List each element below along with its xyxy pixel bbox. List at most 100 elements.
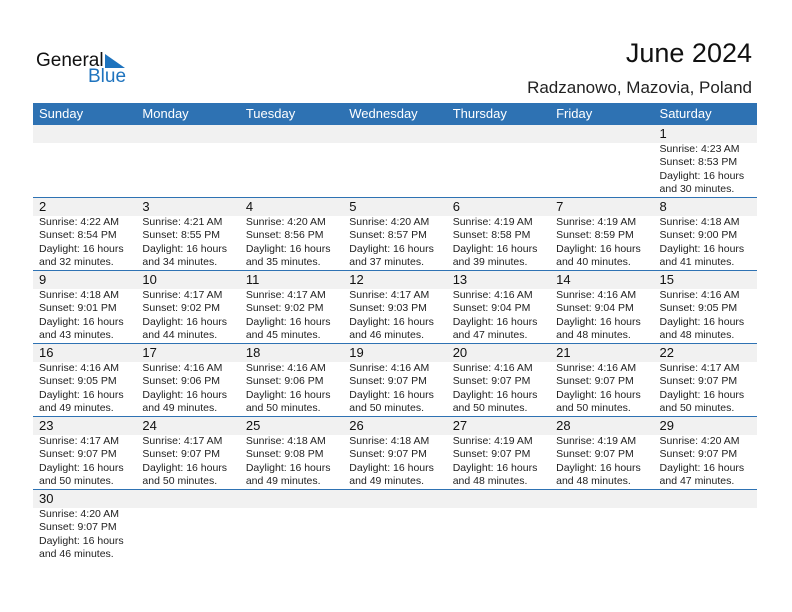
daylight: Daylight: 16 hours bbox=[452, 315, 538, 328]
day-cell: 13 Sunrise: 4:16 AM Sunset: 9:04 PM Dayl… bbox=[447, 271, 550, 343]
daylight: Daylight: 16 hours bbox=[349, 388, 434, 401]
day-number: 2 bbox=[39, 199, 47, 214]
sunset: Sunset: 9:07 PM bbox=[349, 375, 427, 388]
day-cell: 18 Sunrise: 4:16 AM Sunset: 9:06 PM Dayl… bbox=[240, 344, 343, 416]
daylight: Daylight: 16 hours bbox=[556, 388, 641, 401]
day-number: 4 bbox=[245, 199, 254, 214]
day-number: 13 bbox=[452, 272, 468, 287]
sunrise: Sunrise: 4:16 AM bbox=[39, 362, 119, 374]
daylight: Daylight: 16 hours bbox=[556, 461, 641, 474]
sunset: Sunset: 9:08 PM bbox=[245, 448, 324, 461]
sunset: Sunset: 9:07 PM bbox=[556, 375, 634, 388]
sunset: Sunset: 9:07 PM bbox=[39, 448, 117, 461]
daylight: Daylight: 16 hours bbox=[659, 461, 745, 474]
day-number: 20 bbox=[452, 345, 468, 360]
daylight: Daylight: 16 hours bbox=[556, 242, 641, 255]
day-number: 21 bbox=[556, 345, 571, 360]
daylight-minutes: and 44 minutes. bbox=[142, 329, 218, 342]
day-cell: 7 Sunrise: 4:19 AM Sunset: 8:59 PM Dayli… bbox=[550, 198, 653, 270]
day-number: 15 bbox=[659, 272, 674, 287]
daylight: Daylight: 16 hours bbox=[142, 242, 228, 255]
empty-cell bbox=[550, 125, 653, 197]
daylight: Daylight: 16 hours bbox=[39, 461, 124, 474]
daylight: Daylight: 16 hours bbox=[245, 461, 331, 474]
daylight-minutes: and 48 minutes. bbox=[659, 329, 735, 342]
sunset: Sunset: 8:59 PM bbox=[556, 229, 634, 242]
page-title: June 2024 bbox=[625, 38, 752, 68]
sunset: Sunset: 8:53 PM bbox=[659, 156, 738, 169]
day-cell: 16 Sunrise: 4:16 AM Sunset: 9:05 PM Dayl… bbox=[33, 344, 136, 416]
daylight: Daylight: 16 hours bbox=[142, 315, 228, 328]
week-row: 9 Sunrise: 4:18 AM Sunset: 9:01 PM Dayli… bbox=[33, 271, 757, 344]
day-cell: 8 Sunrise: 4:18 AM Sunset: 9:00 PM Dayli… bbox=[654, 198, 757, 270]
day-number: 27 bbox=[452, 418, 468, 433]
sunset: Sunset: 9:07 PM bbox=[142, 448, 221, 461]
daylight: Daylight: 16 hours bbox=[659, 242, 745, 255]
day-cell: 30 Sunrise: 4:20 AM Sunset: 9:07 PM Dayl… bbox=[33, 490, 136, 563]
sunset: Sunset: 9:02 PM bbox=[142, 302, 221, 315]
day-number: 9 bbox=[39, 272, 47, 287]
sunrise: Sunrise: 4:16 AM bbox=[556, 362, 637, 374]
daylight: Daylight: 16 hours bbox=[556, 315, 641, 328]
day-number: 10 bbox=[142, 272, 157, 287]
sunrise: Sunrise: 4:20 AM bbox=[349, 216, 430, 228]
sunrise: Sunrise: 4:16 AM bbox=[452, 362, 533, 374]
weekday-header: Sunday Monday Tuesday Wednesday Thursday Frid… bbox=[33, 103, 757, 125]
daylight-minutes: and 30 minutes. bbox=[659, 183, 735, 196]
daylight: Daylight: 16 hours bbox=[245, 388, 331, 401]
day-cell: 12 Sunrise: 4:17 AM Sunset: 9:03 PM Dayl… bbox=[343, 271, 446, 343]
daylight: Daylight: 16 hours bbox=[452, 461, 538, 474]
sunset: Sunset: 8:58 PM bbox=[452, 229, 531, 242]
daylight: Daylight: 16 hours bbox=[245, 242, 331, 255]
daylight-minutes: and 48 minutes. bbox=[556, 329, 631, 342]
sunset: Sunset: 9:07 PM bbox=[452, 375, 531, 388]
daylight-minutes: and 50 minutes. bbox=[245, 402, 321, 415]
day-cell: 11 Sunrise: 4:17 AM Sunset: 9:02 PM Dayl… bbox=[240, 271, 343, 343]
day-cell: 3 Sunrise: 4:21 AM Sunset: 8:55 PM Dayli… bbox=[136, 198, 239, 270]
sunrise: Sunrise: 4:19 AM bbox=[452, 216, 533, 228]
day-cell: 17 Sunrise: 4:16 AM Sunset: 9:06 PM Dayl… bbox=[136, 344, 239, 416]
weekday-sunday: Sunday bbox=[39, 106, 84, 121]
sunset: Sunset: 9:00 PM bbox=[659, 229, 738, 242]
day-number: 28 bbox=[556, 418, 571, 433]
sunset: Sunset: 9:03 PM bbox=[349, 302, 427, 315]
sunset: Sunset: 9:05 PM bbox=[659, 302, 738, 315]
daylight-minutes: and 50 minutes. bbox=[349, 402, 424, 415]
sunrise: Sunrise: 4:19 AM bbox=[556, 216, 637, 228]
sunset: Sunset: 9:06 PM bbox=[245, 375, 324, 388]
daylight: Daylight: 16 hours bbox=[39, 534, 124, 547]
day-cell: 15 Sunrise: 4:16 AM Sunset: 9:05 PM Dayl… bbox=[654, 271, 757, 343]
empty-cell bbox=[136, 490, 239, 563]
sunrise: Sunrise: 4:16 AM bbox=[245, 362, 326, 374]
day-number: 5 bbox=[349, 199, 357, 214]
daylight: Daylight: 16 hours bbox=[245, 315, 331, 328]
sunset: Sunset: 9:04 PM bbox=[452, 302, 531, 315]
daylight-minutes: and 50 minutes. bbox=[452, 402, 528, 415]
day-cell: 19 Sunrise: 4:16 AM Sunset: 9:07 PM Dayl… bbox=[343, 344, 446, 416]
daylight: Daylight: 16 hours bbox=[39, 242, 124, 255]
day-cell: 1 Sunrise: 4:23 AM Sunset: 8:53 PM Dayli… bbox=[654, 125, 757, 197]
day-number: 1 bbox=[659, 126, 667, 141]
day-number: 3 bbox=[142, 199, 150, 214]
daylight-minutes: and 41 minutes. bbox=[659, 256, 735, 269]
day-number: 23 bbox=[39, 418, 54, 433]
empty-cell bbox=[343, 490, 446, 563]
daylight: Daylight: 16 hours bbox=[142, 461, 228, 474]
daylight-minutes: and 49 minutes. bbox=[245, 475, 321, 488]
daylight-minutes: and 50 minutes. bbox=[142, 475, 218, 488]
day-cell: 22 Sunrise: 4:17 AM Sunset: 9:07 PM Dayl… bbox=[654, 344, 757, 416]
sunrise: Sunrise: 4:16 AM bbox=[556, 289, 637, 301]
sunset: Sunset: 9:07 PM bbox=[452, 448, 531, 461]
logo-text-general: General bbox=[36, 50, 104, 71]
day-cell: 6 Sunrise: 4:19 AM Sunset: 8:58 PM Dayli… bbox=[447, 198, 550, 270]
daylight-minutes: and 49 minutes. bbox=[349, 475, 424, 488]
day-cell: 9 Sunrise: 4:18 AM Sunset: 9:01 PM Dayli… bbox=[33, 271, 136, 343]
day-cell: 10 Sunrise: 4:17 AM Sunset: 9:02 PM Dayl… bbox=[136, 271, 239, 343]
day-number: 6 bbox=[452, 199, 460, 214]
daylight-minutes: and 46 minutes. bbox=[349, 329, 424, 342]
sunset: Sunset: 9:04 PM bbox=[556, 302, 634, 315]
day-number: 29 bbox=[659, 418, 674, 433]
weekday-friday: Friday bbox=[556, 106, 593, 121]
daylight: Daylight: 16 hours bbox=[39, 315, 124, 328]
sunset: Sunset: 9:07 PM bbox=[556, 448, 634, 461]
